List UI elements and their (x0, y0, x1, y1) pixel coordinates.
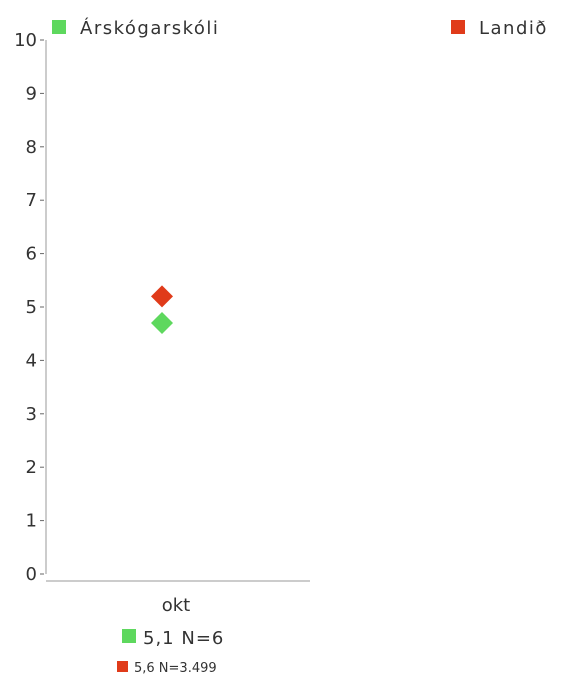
y-axis: 0 1 2 3 4 5 6 7 8 9 10 (14, 30, 44, 585)
x-tick-label-okt: okt (162, 595, 191, 616)
summary-swatch-arskogarskoli (122, 629, 136, 643)
point-landid-okt (151, 285, 173, 308)
y-tick-label-0: 0 (26, 564, 37, 585)
y-tick-label-10: 10 (14, 30, 37, 51)
legend-label-arskogarskoli: Árskógarskóli (80, 17, 219, 39)
point-arskogarskoli-okt (151, 312, 173, 335)
legend-label-landid: Landið (479, 18, 548, 39)
y-tick-label-5: 5 (26, 297, 37, 318)
y-tick-label-7: 7 (26, 190, 37, 211)
y-tick-label-4: 4 (26, 350, 37, 371)
y-tick-label-6: 6 (26, 244, 37, 265)
summary-landid: 5,6 N=3.499 (134, 661, 217, 676)
y-tick-label-3: 3 (26, 404, 37, 425)
y-tick-label-1: 1 (26, 511, 37, 532)
y-tick-label-2: 2 (26, 457, 37, 478)
summary-swatch-landid (117, 661, 128, 672)
legend-swatch-landid (451, 20, 465, 34)
summary-arskogarskoli: 5,1 N=6 (143, 628, 224, 649)
y-tick-label-9: 9 (26, 83, 37, 104)
y-tick-label-8: 8 (26, 137, 37, 158)
legend-swatch-arskogarskoli (52, 20, 66, 34)
data-points (151, 285, 173, 335)
